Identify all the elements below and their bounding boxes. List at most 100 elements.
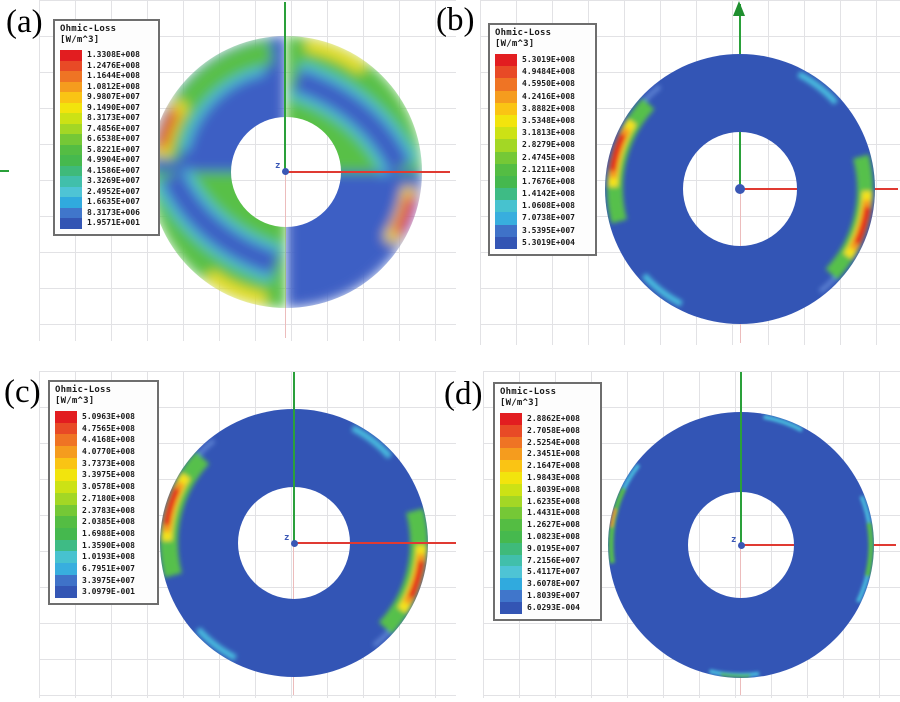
legend-colorbar: 5.0963E+008 4.7565E+008 4.4168E+008 4.0770E… [55, 411, 153, 598]
legend-row: 2.5254E+008 [500, 436, 596, 449]
origin-dot-a [282, 168, 289, 175]
legend-color-swatch [55, 492, 77, 505]
legend-value: 5.3019E+004 [522, 237, 575, 247]
legend-row: 9.0195E+007 [500, 542, 596, 555]
legend-color-swatch [60, 123, 82, 134]
legend-color-swatch [495, 66, 517, 79]
origin-dot-b [735, 184, 745, 194]
legend-color-swatch [60, 134, 82, 145]
legend-color-swatch [495, 78, 517, 91]
legend-color-swatch [55, 446, 77, 458]
legend-row: 1.9571E+001 [60, 218, 154, 229]
legend-value: 1.0812E+008 [87, 81, 140, 91]
legend-color-swatch [495, 102, 517, 115]
x-axis-a [286, 171, 450, 173]
legend-row: 1.0812E+008 [60, 81, 154, 92]
legend-row: 2.1647E+008 [500, 460, 596, 472]
y-axis-a [284, 2, 286, 172]
legend-color-swatch [495, 151, 517, 164]
legend-value: 4.9484E+008 [522, 67, 575, 77]
legend-value: 3.0578E+008 [82, 482, 135, 492]
legend-value: 1.9571E+001 [87, 218, 140, 227]
panel-label-a: (a) [6, 4, 43, 40]
legend-color-swatch [55, 469, 77, 482]
legend-value: 4.1586E+007 [87, 165, 140, 175]
legend-color-swatch [55, 481, 77, 493]
legend-value: 3.3975E+007 [82, 575, 135, 585]
legend-value: 4.9904E+007 [87, 155, 140, 164]
legend-row: 1.0823E+008 [500, 530, 596, 543]
legend-value: 7.0738E+007 [522, 213, 575, 223]
legend-color-swatch [500, 601, 522, 614]
legend-value: 3.0979E-001 [82, 587, 135, 597]
legend-value: 3.7373E+008 [82, 458, 135, 468]
legend-row: 2.1211E+008 [495, 163, 591, 176]
legend-value: 1.0823E+008 [527, 531, 580, 541]
y-axis-arrow-icon [733, 1, 745, 16]
legend-value: 1.3590E+008 [82, 540, 135, 550]
legend-row: 1.7676E+008 [495, 175, 591, 189]
legend-value: 1.0193E+008 [82, 552, 135, 562]
legend-color-swatch [55, 527, 77, 540]
legend-value: 5.4117E+007 [527, 567, 580, 577]
legend-row: 4.4168E+008 [55, 434, 153, 447]
legend-value: 9.9807E+007 [87, 92, 140, 101]
legend-row: 3.0578E+008 [55, 481, 153, 493]
legend-color-swatch [55, 422, 77, 435]
legend-color-swatch [495, 188, 517, 201]
legend-color-swatch [60, 81, 82, 92]
legend-title: Ohmic-Loss [55, 385, 112, 395]
legend-row: 2.4745E+008 [495, 151, 591, 164]
legend-value: 6.6538E+007 [87, 134, 140, 143]
legend-value: 1.4431E+008 [527, 508, 580, 518]
legend-row: 2.4952E+007 [60, 186, 154, 197]
legend-value: 8.3173E+006 [87, 207, 140, 217]
legend-color-swatch [60, 165, 82, 176]
legend-value: 4.0770E+008 [82, 447, 135, 457]
z-axis-label-d: z [731, 535, 737, 545]
legend-row: 2.8862E+008 [500, 413, 596, 425]
legend-row: 3.8882E+008 [495, 102, 591, 115]
x-axis-tick-green-a [0, 170, 9, 172]
legend-color-swatch [495, 236, 517, 249]
legend-row: 1.2476E+008 [60, 60, 154, 71]
legend-row: 7.2156E+007 [500, 554, 596, 567]
legend-value: 4.2416E+008 [522, 91, 575, 101]
legend-row: 2.8279E+008 [495, 139, 591, 152]
legend-value: 1.1644E+008 [87, 71, 140, 80]
legend-value: 4.5950E+008 [522, 79, 575, 89]
legend-color-swatch [495, 212, 517, 225]
panel-label-c: (c) [4, 374, 41, 410]
legend-units: [W/m^3] [500, 398, 540, 408]
legend-row: 1.0608E+008 [495, 200, 591, 213]
legend-row: 2.0385E+008 [55, 516, 153, 528]
legend-color-swatch [495, 163, 517, 176]
legend-value: 2.7180E+008 [82, 493, 135, 503]
legend-row: 2.3451E+008 [500, 448, 596, 461]
legend-row: 1.1644E+008 [60, 71, 154, 82]
legend-value: 8.3173E+007 [87, 113, 140, 122]
legend-row: 3.5395E+007 [495, 224, 591, 237]
legend-value: 1.7676E+008 [522, 176, 575, 186]
legend-color-swatch [500, 554, 522, 567]
legend-value: 9.0195E+007 [527, 543, 580, 553]
legend-color-swatch [55, 504, 77, 517]
legend-row: 8.3173E+006 [60, 207, 154, 218]
legend-color-swatch [500, 566, 522, 579]
legend-color-swatch [500, 424, 522, 437]
legend-color-swatch [60, 218, 82, 229]
legend-color-swatch [495, 54, 517, 67]
legend-value: 3.3269E+007 [87, 176, 140, 185]
legend-value: 1.0608E+008 [522, 201, 575, 211]
z-axis-label-a: z [275, 161, 281, 171]
legend-color-swatch [55, 562, 77, 575]
legend-color-swatch [495, 139, 517, 152]
legend-row: 5.4117E+007 [500, 566, 596, 579]
legend-color-swatch [60, 102, 82, 113]
legend-value: 3.3975E+008 [82, 470, 135, 480]
legend-color-swatch [500, 578, 522, 590]
legend-row: 6.0293E-004 [500, 601, 596, 614]
legend-row: 6.6538E+007 [60, 134, 154, 145]
legend-color-swatch [500, 507, 522, 520]
